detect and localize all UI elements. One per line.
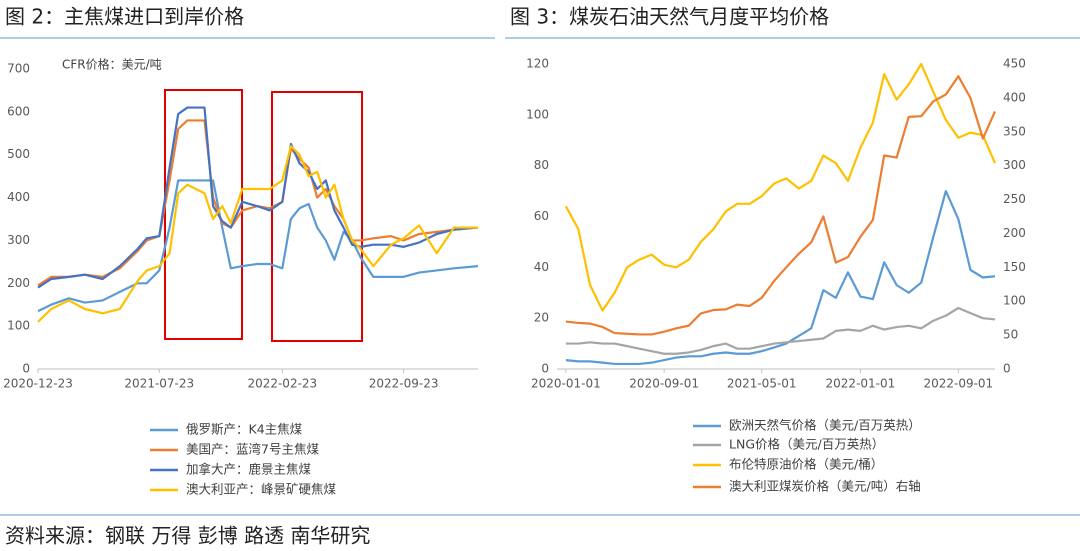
source-note: 资料来源：钢联 万得 彭博 路透 南华研究 (5, 524, 370, 548)
chart-title: 图 2：主焦煤进口到岸价格 (5, 5, 244, 29)
y-tick-label: 100 (7, 319, 30, 333)
legend-label: 欧洲天然气价格（美元/百万英热） (729, 418, 921, 433)
x-tick-label: 2022-09-23 (369, 377, 439, 391)
legend-label: 美国产：蓝湾7号主焦煤 (186, 442, 319, 457)
series-line (37, 119, 479, 287)
legend-label: 澳大利亚煤炭价格（美元/吨）右轴 (729, 479, 921, 494)
y2-tick-label: 0 (1003, 362, 1011, 376)
y-tick-label: 0 (541, 362, 549, 376)
y-tick-label: 20 (534, 311, 549, 325)
legend-label: LNG价格（美元/百万英热） (729, 437, 884, 452)
series-line (565, 189, 996, 366)
x-tick-label: 2021-07-23 (124, 377, 194, 391)
y2-tick-label: 150 (1003, 260, 1026, 274)
series-line (564, 62, 997, 312)
x-tick-label: 2020-01-01 (531, 377, 601, 391)
highlight-box (271, 91, 363, 342)
y-tick-label: 120 (526, 57, 549, 71)
y-tick-label: 40 (534, 260, 549, 274)
x-tick-label: 2020-09-01 (629, 377, 699, 391)
y2-tick-label: 400 (1003, 90, 1026, 104)
y-tick-label: 500 (7, 147, 30, 161)
x-tick-label: 2021-05-01 (727, 377, 797, 391)
y-tick-label: 80 (534, 158, 549, 172)
y2-tick-label: 100 (1003, 294, 1026, 308)
y2-tick-label: 350 (1003, 124, 1026, 138)
series-line (37, 106, 479, 289)
series-line (565, 306, 996, 355)
series-line (37, 179, 479, 313)
y-tick-label: 60 (534, 209, 549, 223)
x-tick-label: 2022-01-01 (826, 377, 896, 391)
y2-tick-label: 450 (1003, 57, 1026, 71)
y-tick-label: 0 (22, 362, 30, 376)
legend-label: 布伦特原油价格（美元/桶） (729, 457, 883, 472)
y2-tick-label: 50 (1003, 328, 1018, 342)
y-tick-label: 400 (7, 190, 30, 204)
y2-tick-label: 200 (1003, 226, 1026, 240)
y-tick-label: 200 (7, 276, 30, 290)
chart-title: 图 3：煤炭石油天然气月度平均价格 (510, 5, 829, 29)
legend-label: 澳大利亚产：峰景矿硬焦煤 (186, 482, 337, 497)
series-line (37, 145, 478, 323)
x-tick-label: 2022-02-23 (247, 377, 317, 391)
highlight-box (164, 89, 243, 340)
x-tick-label: 2020-12-23 (3, 377, 73, 391)
y-tick-label: 600 (7, 104, 30, 118)
y-tick-label: 300 (7, 233, 30, 247)
legend-label: 加拿大产：鹿景主焦煤 (186, 462, 312, 477)
y-tick-label: 700 (7, 62, 30, 76)
y2-tick-label: 300 (1003, 158, 1026, 172)
annotation: CFR价格：美元/吨 (62, 57, 162, 72)
y2-tick-label: 250 (1003, 192, 1026, 206)
legend-label: 俄罗斯产：K4主焦煤 (186, 422, 303, 437)
series-line (565, 75, 997, 336)
x-tick-label: 2022-09-01 (923, 377, 993, 391)
y-tick-label: 100 (526, 107, 549, 121)
